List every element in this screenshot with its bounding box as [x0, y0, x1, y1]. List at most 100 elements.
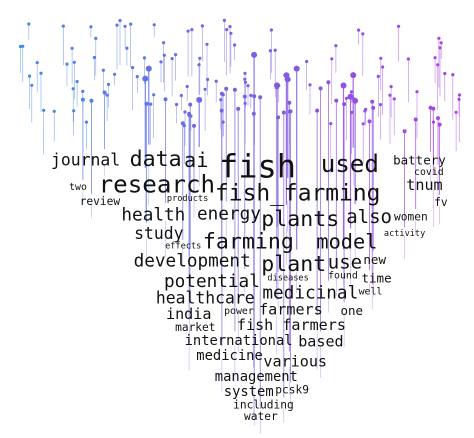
word-label: fish — [219, 147, 296, 185]
fringe-dot — [431, 120, 436, 124]
word-mark: medicine — [196, 348, 262, 364]
word-label: review — [80, 195, 121, 208]
word-label: power — [224, 306, 254, 317]
word-label: system — [224, 384, 274, 400]
word-label: one — [341, 303, 364, 318]
word-mark: plant — [261, 252, 326, 277]
word-mark: women — [394, 210, 428, 223]
word-stem-dot — [326, 80, 331, 85]
word-stem-dot — [145, 65, 152, 72]
word-label: data — [130, 147, 182, 172]
word-stem-dot — [342, 102, 347, 107]
fringe-dot — [330, 57, 334, 61]
word-stem-dot — [315, 108, 320, 113]
word-stem-dot — [340, 82, 347, 89]
fringe-dot — [84, 120, 88, 124]
word-mark: pcsk9 — [275, 383, 309, 396]
word-stem-dot — [437, 122, 442, 127]
word-mark: effects — [165, 242, 201, 252]
fringe-dot — [457, 93, 462, 97]
fringe-dot — [89, 25, 93, 29]
fringe-dot — [61, 24, 65, 28]
fringe-dot — [123, 24, 127, 28]
fringe-dot — [392, 97, 396, 101]
word-label: medicinal — [262, 283, 358, 303]
word-stem-dot — [258, 95, 263, 100]
word-label: international — [185, 333, 293, 349]
fringe-dot — [70, 46, 74, 50]
fringe-dot — [443, 71, 447, 76]
fringe-dot — [198, 56, 202, 60]
fringe-dot — [52, 109, 56, 113]
word-mark: fish_farming — [215, 181, 380, 207]
word-stem-dot — [283, 72, 290, 79]
fringe-dot — [152, 93, 156, 97]
word-mark: also — [346, 206, 392, 228]
word-mark: energy — [197, 204, 261, 224]
fringe-dot — [415, 90, 419, 94]
word-mark: new — [363, 252, 386, 267]
word-label: effects — [165, 242, 201, 252]
fringe-dot — [221, 93, 225, 97]
word-label: two — [69, 182, 87, 193]
fringe-dot — [268, 49, 272, 53]
word-mark: farmers — [259, 301, 323, 319]
word-label: ai — [184, 148, 208, 172]
word-label: covid — [414, 167, 444, 178]
word-mark: development — [134, 252, 251, 272]
word-stem-dot — [281, 110, 286, 115]
fringe-dot — [397, 24, 401, 28]
fringe-dot — [72, 109, 76, 113]
word-label: farming — [203, 229, 294, 254]
word-stem-dot — [163, 97, 168, 102]
word-label: study — [134, 224, 183, 243]
word-mark: potential — [164, 272, 260, 292]
word-label: new — [363, 252, 386, 267]
word-label: diseases — [267, 273, 308, 283]
word-label: fish farmers — [237, 316, 346, 334]
word-label: journal — [51, 151, 120, 170]
word-stem-dot — [276, 115, 281, 120]
word-stem-dot — [192, 123, 196, 128]
fringe-dot — [94, 36, 98, 41]
fringe-dot — [329, 122, 333, 126]
fringe-dot — [273, 48, 277, 52]
fringe-dot — [179, 93, 183, 98]
fringe-dot — [205, 42, 209, 46]
word-mark: health — [121, 206, 185, 226]
word-stem-dot — [350, 72, 357, 79]
word-label: fish_farming — [215, 181, 380, 207]
word-label: found — [328, 271, 358, 282]
word-label: women — [394, 210, 428, 223]
word-mark: well — [359, 287, 383, 298]
fringe-dot — [438, 46, 442, 50]
word-mark: medicinal — [262, 283, 358, 303]
word-mark: management — [215, 369, 298, 385]
word-stem-dot — [188, 102, 193, 107]
fringe-dot — [162, 41, 166, 45]
word-label: plants — [261, 207, 339, 232]
word-label: market — [175, 321, 215, 334]
fringe-dot — [214, 79, 218, 83]
fringe-dot — [357, 28, 361, 32]
fringe-dot — [35, 61, 39, 65]
word-label: management — [215, 369, 298, 385]
word-mark: international — [185, 333, 293, 349]
fringe-dot — [135, 75, 139, 79]
fringe-dot — [206, 77, 210, 82]
word-mark: ai — [184, 148, 208, 172]
word-label: including — [233, 399, 294, 412]
fringe-dot — [118, 18, 122, 23]
fringe-dot — [222, 18, 226, 22]
fringe-dot — [344, 96, 349, 100]
word-label: use — [328, 251, 362, 273]
word-mark: activity — [384, 229, 425, 239]
fringe-dot — [451, 73, 455, 77]
fringe-dot — [162, 53, 166, 57]
word-label: research — [99, 170, 216, 198]
fringe-dot — [350, 110, 354, 114]
word-label: also — [346, 206, 392, 228]
word-mark: based — [298, 333, 343, 351]
fringe-dot — [269, 28, 273, 32]
